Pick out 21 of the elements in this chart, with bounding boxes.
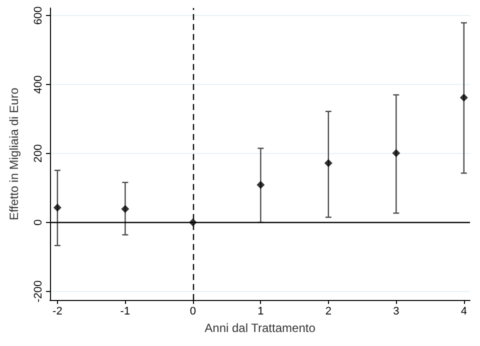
x-tick-label: 3 xyxy=(393,306,400,318)
point xyxy=(188,218,197,226)
x-tick-label: -2 xyxy=(52,306,62,318)
point xyxy=(460,94,468,102)
point xyxy=(256,180,265,189)
point xyxy=(324,159,332,168)
x-axis-title: Anni dal Trattamento xyxy=(204,320,316,335)
x-tick-label: 2 xyxy=(325,306,332,318)
point xyxy=(53,204,62,212)
x-tick-label: -1 xyxy=(120,306,130,318)
y-tick-label: -200 xyxy=(32,280,44,302)
point xyxy=(392,149,400,158)
point xyxy=(121,204,130,213)
x-tick-label: 1 xyxy=(258,306,264,318)
x-tick-label: 4 xyxy=(460,306,467,318)
y-tick-label: 0 xyxy=(32,219,44,226)
y-tick-label: 600 xyxy=(32,6,44,25)
y-tick-label: 200 xyxy=(32,144,44,163)
y-axis-title: Effetto in Migliaia di Euro xyxy=(7,87,21,220)
x-tick-label: 0 xyxy=(190,306,196,318)
y-tick-label: 400 xyxy=(32,75,44,94)
